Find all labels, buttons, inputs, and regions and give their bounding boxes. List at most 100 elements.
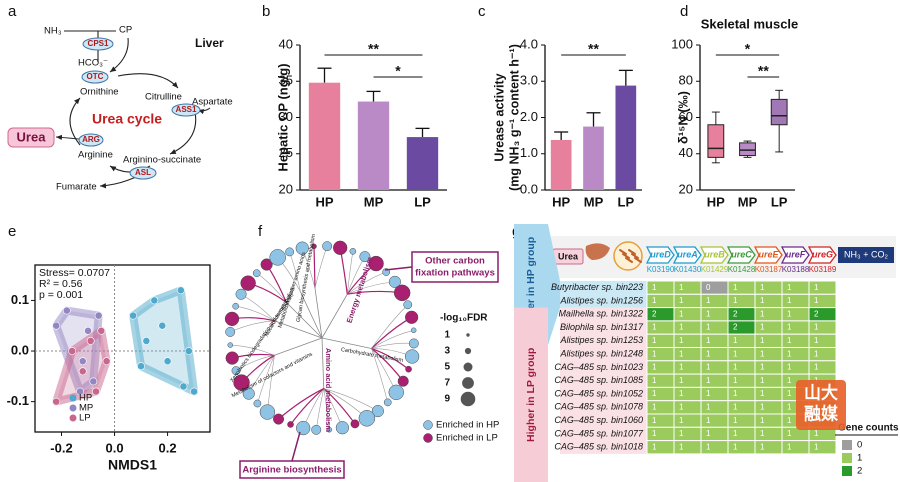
- cell-label: 1: [814, 429, 819, 438]
- cell-label: 1: [760, 296, 765, 305]
- cell-label: 1: [679, 323, 684, 332]
- node: [326, 426, 333, 433]
- box: [770, 98, 788, 126]
- cell-label: 1: [652, 296, 657, 305]
- arrow: [69, 97, 81, 146]
- cell-label: 1: [706, 442, 711, 451]
- legend-label: Enriched in HP: [436, 420, 499, 431]
- cell-label: 1: [679, 296, 684, 305]
- enzyme-label: ARG: [82, 135, 100, 144]
- cell-label: 1: [706, 309, 711, 318]
- cell-label: 1: [760, 309, 765, 318]
- cell-label: 1: [706, 376, 711, 385]
- x-tick-label: HP: [707, 194, 725, 209]
- y-tick-label: 35: [279, 73, 293, 88]
- point: [92, 387, 100, 396]
- node: [408, 338, 419, 349]
- cell-label: 1: [814, 442, 819, 451]
- cell-label: 1: [706, 416, 711, 425]
- node: [368, 255, 384, 272]
- cell-label: 1: [760, 323, 765, 332]
- x-tick-label: LP: [414, 194, 431, 209]
- cell-label: 1: [814, 363, 819, 372]
- microbe-icon: [613, 241, 643, 271]
- legend-label: 1: [857, 453, 862, 464]
- group-label: Higher in LP group: [525, 348, 537, 442]
- gene-arrow: [753, 246, 783, 264]
- label: CP: [119, 25, 132, 36]
- row-label-bg: [560, 414, 647, 428]
- node: [259, 404, 276, 420]
- annotation: Stress= 0.0707: [39, 267, 110, 279]
- y-tick-label: 80: [679, 73, 693, 88]
- cell-label: 1: [760, 402, 765, 411]
- cell-label: 1: [652, 363, 657, 372]
- label: Arginino-succinate: [123, 155, 201, 166]
- point: [137, 362, 145, 371]
- watermark-bg: [796, 380, 846, 430]
- x-axis-label: NMDS1: [108, 457, 157, 473]
- bar: [550, 139, 572, 190]
- x-tick-label: MP: [738, 194, 758, 209]
- ko-label: K03190: [647, 265, 675, 274]
- y-tick-label: -0.1: [7, 393, 29, 408]
- legend-label: HP: [79, 393, 92, 404]
- urea-cycle: NH₃ CP CPS1 HCO₃⁻ Liver OTC Ornithine Ci…: [7, 25, 233, 193]
- point: [150, 296, 159, 305]
- gene-name: ureC: [731, 249, 752, 259]
- label: Liver: [195, 36, 224, 50]
- gene-arrow: [645, 246, 675, 264]
- edge: [278, 388, 325, 420]
- product-box: [838, 247, 894, 263]
- cell-label: 1: [787, 442, 792, 451]
- panel-letter: e: [8, 223, 16, 240]
- legend-label: LP: [79, 413, 91, 424]
- edge: [257, 355, 275, 404]
- node: [253, 399, 262, 408]
- enzyme-label: CPS1: [88, 39, 109, 48]
- row-label: Bilophila sp. bin1317: [560, 322, 644, 332]
- cell-label: 2: [652, 309, 657, 318]
- cell-label: 1: [787, 429, 792, 438]
- x-tick-label: MP: [584, 194, 604, 209]
- cell-label: 1: [679, 283, 684, 292]
- node: [335, 421, 349, 435]
- y-axis-label: Urease activity: [492, 73, 506, 161]
- node: [359, 251, 371, 263]
- size-legend-label: 9: [444, 394, 450, 405]
- row-label: CAG–485 sp. bin1077: [554, 428, 644, 438]
- panel-letter: f: [258, 223, 263, 240]
- cell-label: 1: [652, 323, 657, 332]
- row-label-bg: [560, 374, 647, 388]
- callout-label: Arginine biosynthesis: [242, 465, 341, 476]
- cell-label: 2: [733, 309, 738, 318]
- row-label-bg: [560, 334, 647, 348]
- box: [707, 124, 725, 158]
- legend-swatch: [69, 404, 77, 412]
- point: [52, 397, 61, 406]
- y-tick-label: 0.1: [11, 292, 29, 307]
- row-label-bg: [560, 307, 647, 321]
- node: [232, 302, 239, 310]
- node: [235, 288, 247, 300]
- legend-swatch: [423, 420, 433, 430]
- legend-label: 2: [857, 466, 862, 477]
- annotation: p = 0.001: [39, 289, 83, 301]
- node: [405, 310, 419, 324]
- y-tick-label: 40: [279, 36, 293, 51]
- node: [393, 284, 411, 302]
- callout-line: [384, 266, 413, 271]
- cell-label: 1: [814, 323, 819, 332]
- x-tick-label: 0.0: [106, 440, 124, 455]
- branch: [321, 337, 372, 349]
- y-axis-label: (mg NH₃ g⁻¹ content h⁻¹): [507, 44, 521, 191]
- legend-swatch: [842, 440, 852, 450]
- size-legend-mark: [460, 391, 476, 407]
- cell-label: 2: [733, 323, 738, 332]
- edge: [235, 305, 275, 321]
- liver-icon: [585, 243, 610, 260]
- cell-label: 1: [760, 416, 765, 425]
- y-tick-label: 1.0: [520, 145, 538, 160]
- point: [86, 337, 95, 345]
